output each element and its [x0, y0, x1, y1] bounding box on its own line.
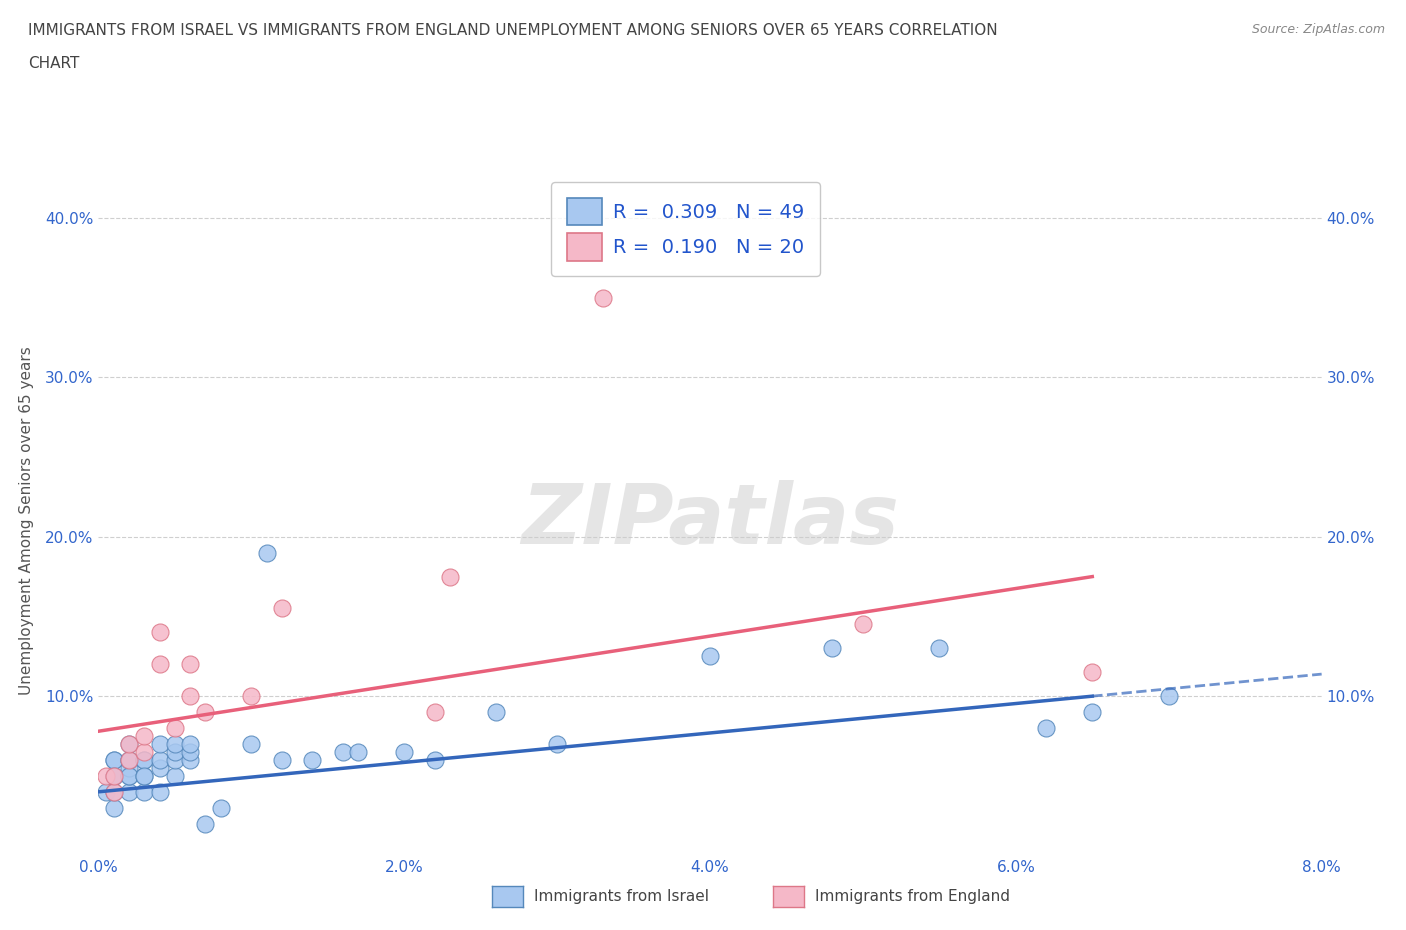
- Point: [592, 290, 614, 305]
- Point: [103, 768, 125, 783]
- Point: [163, 721, 186, 736]
- Point: [392, 745, 416, 760]
- Point: [209, 801, 232, 816]
- Point: [94, 768, 117, 783]
- Point: [149, 657, 172, 671]
- Point: [423, 752, 446, 767]
- Point: [179, 745, 201, 760]
- Point: [118, 752, 141, 767]
- Point: [270, 752, 294, 767]
- Point: [103, 752, 125, 767]
- Point: [928, 641, 950, 656]
- Point: [301, 752, 323, 767]
- Point: [179, 689, 201, 704]
- Point: [546, 737, 568, 751]
- Point: [103, 801, 125, 816]
- Point: [821, 641, 844, 656]
- Point: [699, 649, 721, 664]
- Point: [134, 745, 156, 760]
- Point: [94, 784, 117, 799]
- Y-axis label: Unemployment Among Seniors over 65 years: Unemployment Among Seniors over 65 years: [18, 347, 34, 696]
- Point: [103, 768, 125, 783]
- Point: [194, 705, 217, 720]
- Point: [118, 768, 141, 783]
- Point: [852, 617, 875, 631]
- Point: [149, 784, 172, 799]
- Point: [118, 784, 141, 799]
- Point: [134, 728, 156, 743]
- Text: Source: ZipAtlas.com: Source: ZipAtlas.com: [1251, 23, 1385, 36]
- Point: [118, 768, 141, 783]
- Point: [134, 752, 156, 767]
- Text: Immigrants from Israel: Immigrants from Israel: [534, 889, 709, 904]
- Point: [118, 737, 141, 751]
- Point: [270, 601, 294, 616]
- Point: [103, 752, 125, 767]
- Point: [1081, 705, 1104, 720]
- Point: [256, 545, 278, 560]
- Point: [439, 569, 461, 584]
- Point: [332, 745, 354, 760]
- Point: [179, 657, 201, 671]
- Point: [149, 761, 172, 776]
- Point: [118, 752, 141, 767]
- Point: [347, 745, 370, 760]
- Point: [179, 752, 201, 767]
- Text: Immigrants from England: Immigrants from England: [815, 889, 1011, 904]
- Point: [163, 737, 186, 751]
- Text: CHART: CHART: [28, 56, 80, 71]
- Point: [103, 784, 125, 799]
- Point: [134, 768, 156, 783]
- Point: [194, 817, 217, 831]
- Legend: R =  0.309   N = 49, R =  0.190   N = 20: R = 0.309 N = 49, R = 0.190 N = 20: [551, 182, 820, 276]
- Point: [118, 761, 141, 776]
- Point: [103, 768, 125, 783]
- Point: [1081, 665, 1104, 680]
- Point: [163, 752, 186, 767]
- Point: [485, 705, 508, 720]
- Point: [163, 745, 186, 760]
- Point: [149, 625, 172, 640]
- Point: [118, 752, 141, 767]
- Point: [149, 752, 172, 767]
- Point: [103, 784, 125, 799]
- Point: [1035, 721, 1057, 736]
- Point: [134, 752, 156, 767]
- Point: [1157, 689, 1180, 704]
- Point: [103, 768, 125, 783]
- Point: [179, 737, 201, 751]
- Point: [423, 705, 446, 720]
- Point: [149, 737, 172, 751]
- Text: ZIPatlas: ZIPatlas: [522, 480, 898, 562]
- Point: [134, 768, 156, 783]
- Point: [163, 768, 186, 783]
- Point: [134, 784, 156, 799]
- Point: [118, 737, 141, 751]
- Point: [240, 689, 263, 704]
- Text: IMMIGRANTS FROM ISRAEL VS IMMIGRANTS FROM ENGLAND UNEMPLOYMENT AMONG SENIORS OVE: IMMIGRANTS FROM ISRAEL VS IMMIGRANTS FRO…: [28, 23, 998, 38]
- Point: [240, 737, 263, 751]
